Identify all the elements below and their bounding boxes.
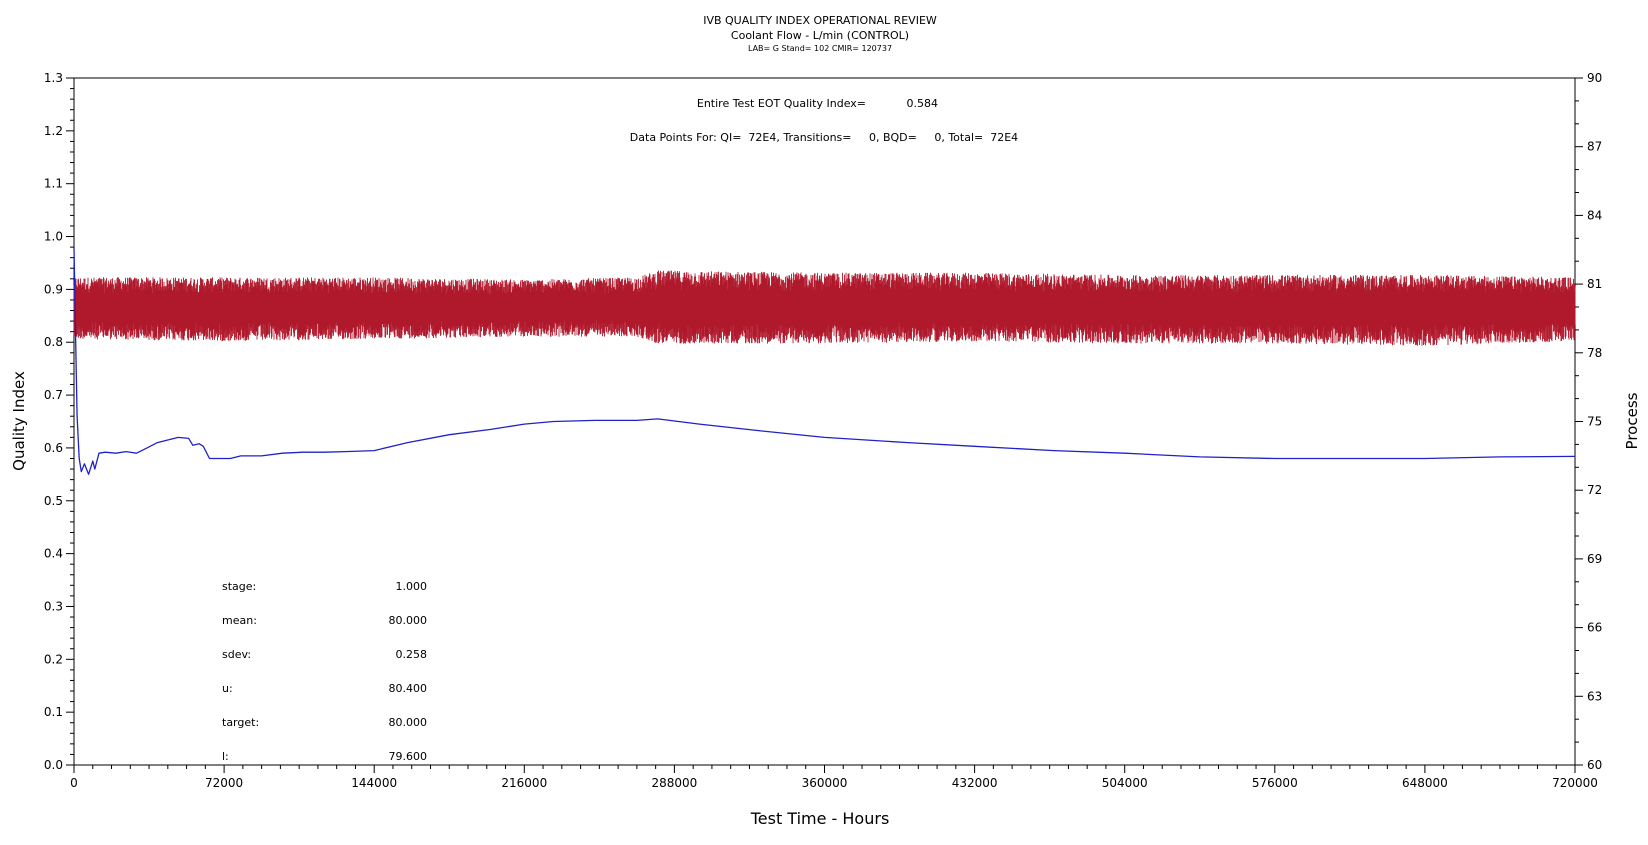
y-tick-label: 0.7 [44,388,63,402]
x-tick-label: 432000 [952,776,998,790]
y2-tick-label: 75 [1587,415,1602,429]
stat-value: 80.000 [389,716,428,729]
x-tick-label: 216000 [501,776,547,790]
x-axis-label: Test Time - Hours [750,809,890,828]
stat-label: l: [222,750,229,763]
plot-frame [73,77,1576,766]
y2-tick-label: 69 [1587,552,1602,566]
y2-axis-label: Process [1623,392,1641,449]
eot-label: Entire Test EOT Quality Index= [697,97,866,110]
x-tick-label: 0 [70,776,78,790]
y-axis-label: Quality Index [10,371,28,471]
process-trace [73,270,1576,346]
y2-tick-label: 81 [1587,277,1602,291]
y-tick-label: 0.2 [44,652,63,666]
y-axis-left: 0.0 0.1 0.2 0.3 0.4 0.5 0.6 0.7 0.8 0.9 1.0 1.1 1.2 1… [44,71,74,772]
x-tick-label: 576000 [1252,776,1298,790]
chart-lab-info: LAB= G Stand= 102 CMIR= 120737 [748,44,892,53]
chart-subtitle: Coolant Flow - L/min (CONTROL) [731,29,909,42]
y2-tick-label: 87 [1587,140,1602,154]
y-tick-label: 1.2 [44,124,63,138]
stat-label: stage: [222,580,256,593]
y-tick-label: 0.8 [44,335,63,349]
y-tick-label: 0.1 [44,705,63,719]
stat-label: sdev: [222,648,251,661]
y-tick-label: 0.4 [44,547,63,561]
y-tick-label: 1.3 [44,71,63,85]
x-tick-label: 288000 [651,776,697,790]
y2-tick-label: 84 [1587,208,1602,222]
stat-value: 0.258 [396,648,428,661]
y-tick-label: 0.0 [44,758,63,772]
x-tick-label: 648000 [1402,776,1448,790]
y2-tick-label: 78 [1587,346,1602,360]
data-points-annotation: Data Points For: QI= 72E4, Transitions= … [630,131,1018,144]
y-tick-label: 1.1 [44,177,63,191]
title-block: IVB QUALITY INDEX OPERATIONAL REVIEW Coo… [703,14,937,53]
chart-title: IVB QUALITY INDEX OPERATIONAL REVIEW [703,14,937,27]
x-tick-label: 504000 [1102,776,1148,790]
eot-value: 0.584 [907,97,939,110]
x-axis: 0 72000 144000 216000 288000 360000 432000 5040… [70,765,1598,790]
y2-tick-label: 72 [1587,483,1602,497]
y-tick-label: 0.3 [44,599,63,613]
y-tick-label: 0.5 [44,494,63,508]
quality-index-series [73,247,1576,475]
process-series [73,270,1576,346]
y-axis-right: 60 63 66 69 72 75 78 81 84 87 90 [1575,71,1602,772]
y-tick-label: 0.6 [44,441,63,455]
stat-label: u: [222,682,233,695]
x-tick-label: 72000 [205,776,243,790]
stat-value: 80.400 [389,682,428,695]
x-tick-label: 720000 [1552,776,1598,790]
x-tick-label: 360000 [802,776,848,790]
y2-tick-label: 66 [1587,621,1602,635]
stat-value: 1.000 [396,580,428,593]
y2-tick-label: 90 [1587,71,1602,85]
eot-annotation: Entire Test EOT Quality Index= 0.584 [697,97,938,110]
x-tick-label: 144000 [351,776,397,790]
stat-label: mean: [222,614,257,627]
stat-label: target: [222,716,259,729]
stats-table: stage: 1.000 mean: 80.000 sdev: 0.258 u: 80.400… [222,580,427,763]
y-tick-label: 0.9 [44,282,63,296]
y2-tick-label: 63 [1587,689,1602,703]
y-tick-label: 1.0 [44,230,63,244]
quality-index-line [73,247,1576,475]
stat-value: 79.600 [389,750,428,763]
stat-value: 80.000 [389,614,428,627]
y2-tick-label: 60 [1587,758,1602,772]
